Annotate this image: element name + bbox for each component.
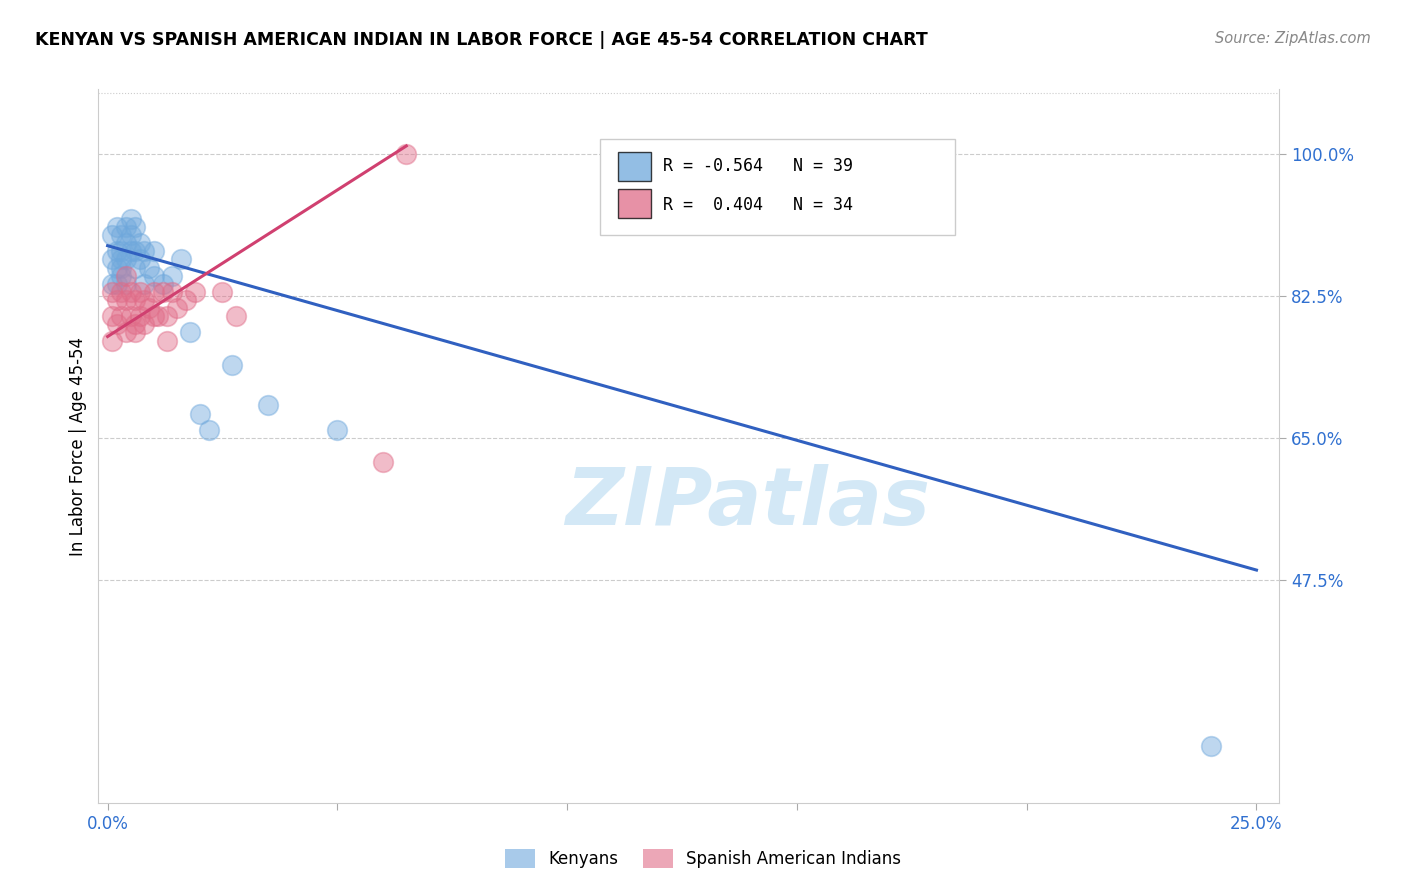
Point [166,301,188,315]
Point [138,260,160,275]
Point [184,285,207,299]
Point [134,318,156,332]
Point [257,399,280,413]
Point [115,293,138,307]
Point [156,310,179,324]
Point [115,252,138,267]
Point [128,285,150,299]
Point [110,310,132,324]
Point [115,277,138,291]
Point [152,277,174,291]
Point [160,285,183,299]
Text: KENYAN VS SPANISH AMERICAN INDIAN IN LABOR FORCE | AGE 45-54 CORRELATION CHART: KENYAN VS SPANISH AMERICAN INDIAN IN LAB… [35,31,928,49]
Point [395,147,418,161]
Point [142,285,165,299]
Point [115,268,138,283]
Point [146,310,169,324]
Point [1199,739,1222,753]
Point [142,310,165,324]
Point [120,310,142,324]
FancyBboxPatch shape [600,139,955,235]
Point [115,326,138,340]
Point [105,220,128,235]
Point [124,318,146,332]
Point [110,268,132,283]
Point [124,293,146,307]
Point [197,423,219,437]
Point [134,277,156,291]
Point [115,220,138,235]
Point [101,228,124,243]
Point [128,252,150,267]
Text: R = -0.564   N = 39: R = -0.564 N = 39 [664,157,853,175]
Point [128,236,150,251]
Point [120,285,142,299]
Point [101,252,124,267]
Point [152,285,174,299]
Legend: Kenyans, Spanish American Indians: Kenyans, Spanish American Indians [498,842,908,875]
Point [105,318,128,332]
Point [101,277,124,291]
Point [138,301,160,315]
Point [174,293,197,307]
Point [326,423,349,437]
Point [105,244,128,259]
Point [110,285,132,299]
Point [110,252,132,267]
Point [110,244,132,259]
Point [105,277,128,291]
Point [120,211,142,226]
Text: ZIPatlas: ZIPatlas [565,464,931,542]
Point [124,260,146,275]
Point [128,310,150,324]
Point [101,285,124,299]
Y-axis label: In Labor Force | Age 45-54: In Labor Force | Age 45-54 [69,336,87,556]
Point [124,244,146,259]
Point [142,244,165,259]
Text: Source: ZipAtlas.com: Source: ZipAtlas.com [1215,31,1371,46]
Point [124,220,146,235]
Point [142,268,165,283]
Point [110,228,132,243]
Point [179,326,201,340]
Point [134,293,156,307]
Point [170,252,193,267]
Point [124,326,146,340]
Point [105,293,128,307]
Point [225,310,247,324]
Point [156,334,179,348]
Point [110,260,132,275]
Point [160,268,183,283]
Point [101,334,124,348]
Point [134,244,156,259]
Point [105,260,128,275]
Point [373,455,395,469]
FancyBboxPatch shape [619,152,651,180]
Point [120,244,142,259]
Point [115,236,138,251]
Text: R =  0.404   N = 34: R = 0.404 N = 34 [664,196,853,214]
Point [221,358,243,372]
Point [188,407,211,421]
Point [101,310,124,324]
FancyBboxPatch shape [619,189,651,218]
Point [211,285,233,299]
Point [120,228,142,243]
